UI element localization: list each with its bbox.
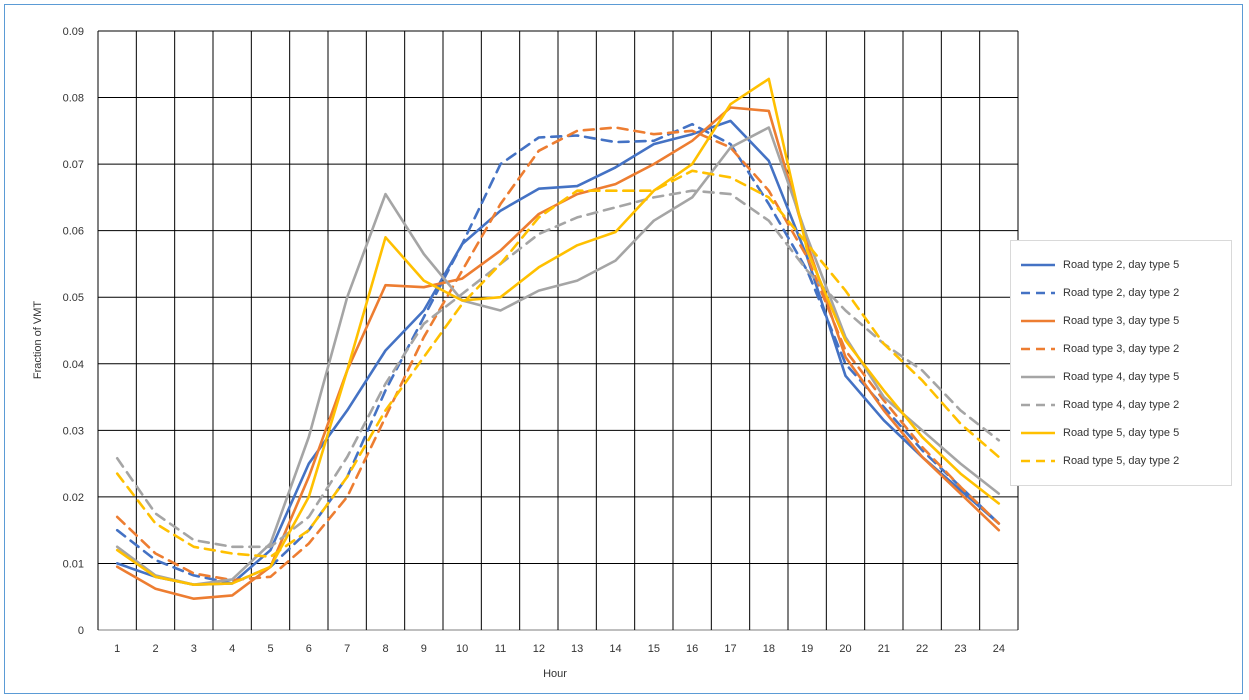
legend-label: Road type 2, day type 5 (1063, 259, 1180, 271)
legend-swatch (1021, 319, 1055, 323)
y-tick-label: 0.09 (63, 26, 84, 38)
x-axis-title: Hour (543, 668, 567, 680)
legend-item: Road type 5, day type 2 (1019, 451, 1229, 471)
legend-item: Road type 3, day type 5 (1019, 311, 1229, 331)
series-line-8 (115, 169, 1001, 559)
x-tick-label: 14 (609, 643, 621, 655)
x-tick-label: 16 (686, 643, 698, 655)
legend-swatch (1021, 347, 1055, 351)
legend-label: Road type 3, day type 2 (1063, 343, 1180, 355)
x-tick-label: 1 (114, 643, 120, 655)
y-tick-label: 0.01 (63, 558, 84, 570)
x-tick-label: 7 (344, 643, 350, 655)
legend-label: Road type 5, day type 5 (1063, 427, 1180, 439)
x-tick-label: 17 (724, 643, 736, 655)
y-tick-label: 0 (78, 625, 84, 637)
x-tick-label: 24 (993, 643, 1005, 655)
series-line-4 (115, 126, 1001, 582)
chart-legend: Road type 2, day type 5 Road type 2, day … (1010, 240, 1232, 486)
x-tick-label: 2 (152, 643, 158, 655)
legend-label: Road type 5, day type 2 (1063, 455, 1180, 467)
y-tick-label: 0.08 (63, 93, 84, 105)
y-tick-label: 0.05 (63, 292, 84, 304)
x-tick-label: 4 (229, 643, 235, 655)
series-lines (115, 77, 1001, 601)
legend-swatch (1021, 375, 1055, 379)
x-tick-label: 15 (648, 643, 660, 655)
legend-item: Road type 4, day type 5 (1019, 367, 1229, 387)
x-tick-label: 21 (878, 643, 890, 655)
x-tick-label: 8 (382, 643, 388, 655)
grid-lines (97, 30, 1019, 631)
y-tick-label: 0.06 (63, 226, 84, 238)
series-line-3 (115, 106, 1001, 601)
legend-item: Road type 3, day type 2 (1019, 339, 1229, 359)
legend-label: Road type 3, day type 5 (1063, 315, 1180, 327)
legend-swatch (1021, 431, 1055, 435)
legend-item: Road type 2, day type 2 (1019, 283, 1229, 303)
series-line-6 (115, 189, 1001, 549)
x-tick-label: 5 (267, 643, 273, 655)
legend-item: Road type 2, day type 5 (1019, 255, 1229, 275)
y-tick-label: 0.07 (63, 159, 84, 171)
x-tick-label: 9 (421, 643, 427, 655)
x-axis-tick-labels: 1 2 3 4 5 6 7 8 9 10 11 12 13 14 15 16 17 18 19 20 21 22 23 24 (114, 643, 1005, 655)
x-tick-label: 11 (495, 643, 506, 655)
legend-swatch (1021, 459, 1055, 463)
x-tick-label: 13 (571, 643, 583, 655)
chart-frame (4, 4, 1243, 694)
legend-item: Road type 4, day type 2 (1019, 395, 1229, 415)
x-tick-label: 12 (533, 643, 545, 655)
x-tick-label: 23 (954, 643, 966, 655)
x-tick-label: 20 (839, 643, 851, 655)
legend-label: Road type 4, day type 5 (1063, 371, 1180, 383)
x-tick-label: 19 (801, 643, 813, 655)
legend-swatch (1021, 263, 1055, 267)
legend-label: Road type 2, day type 2 (1063, 287, 1180, 299)
x-tick-label: 22 (916, 643, 928, 655)
legend-label: Road type 4, day type 2 (1063, 399, 1180, 411)
x-tick-label: 6 (306, 643, 312, 655)
x-tick-label: 3 (191, 643, 197, 655)
y-tick-label: 0.04 (63, 359, 84, 371)
y-axis-title: Fraction of VMT (32, 301, 44, 380)
series-line-7 (115, 77, 1001, 587)
x-tick-label: 18 (763, 643, 775, 655)
y-tick-label: 0.03 (63, 425, 84, 437)
legend-swatch (1021, 403, 1055, 407)
y-tick-label: 0.02 (63, 492, 84, 504)
legend-swatch (1021, 291, 1055, 295)
legend-item: Road type 5, day type 5 (1019, 423, 1229, 443)
y-axis-tick-labels: 0 0.01 0.02 0.03 0.04 0.05 0.06 0.07 0.08 0.09 (63, 26, 84, 637)
x-tick-label: 10 (456, 643, 468, 655)
